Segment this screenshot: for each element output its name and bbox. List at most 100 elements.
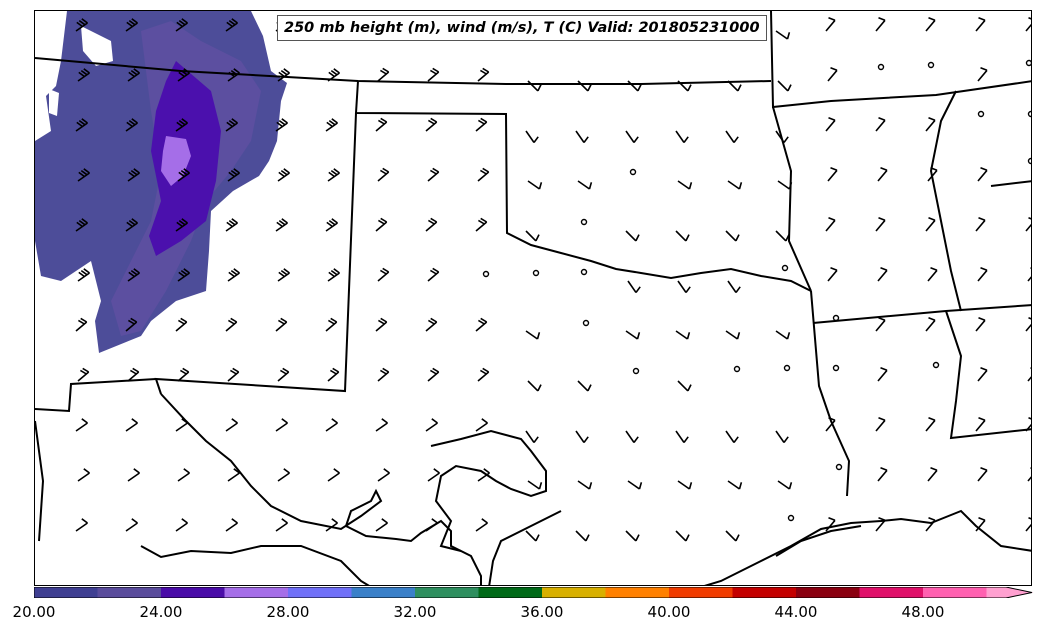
wind-barb bbox=[677, 180, 693, 190]
colorbar-segment bbox=[161, 587, 225, 598]
colorbar-segment bbox=[415, 587, 479, 598]
wind-barb bbox=[225, 518, 238, 532]
colorbar-segment bbox=[859, 587, 924, 598]
colorbar-tick-label: 44.00 bbox=[774, 603, 818, 621]
wind-barb bbox=[227, 168, 240, 182]
wind-barb bbox=[677, 380, 692, 392]
calm-marker bbox=[932, 361, 940, 369]
wind-barb bbox=[725, 430, 739, 443]
wind-barb bbox=[577, 380, 592, 392]
wind-barb bbox=[127, 268, 140, 282]
wind-barb bbox=[327, 168, 340, 182]
wind-barb bbox=[1027, 367, 1031, 382]
wind-barb bbox=[577, 80, 592, 92]
temperature-shading bbox=[35, 11, 287, 353]
wind-barb bbox=[225, 218, 238, 232]
wind-barb bbox=[175, 18, 188, 32]
wind-barb bbox=[225, 418, 238, 432]
wind-barb bbox=[927, 467, 938, 482]
wind-barb bbox=[475, 117, 488, 132]
calm-marker bbox=[781, 264, 789, 272]
wind-barb bbox=[377, 67, 390, 82]
wind-barb bbox=[127, 468, 140, 482]
calm-marker bbox=[632, 367, 640, 375]
colorbar-tick-label: 28.00 bbox=[266, 603, 310, 621]
wind-barb bbox=[427, 267, 440, 282]
wind-barb bbox=[75, 218, 88, 232]
wind-barb bbox=[327, 367, 340, 382]
wind-barb bbox=[777, 480, 793, 490]
wind-barb bbox=[625, 230, 640, 242]
wind-barb bbox=[227, 468, 240, 482]
wind-barb bbox=[975, 217, 986, 232]
wind-barb bbox=[425, 217, 438, 232]
wind-barb bbox=[525, 330, 541, 340]
wind-barb bbox=[825, 117, 836, 132]
wind-barb bbox=[825, 417, 836, 432]
wind-barb bbox=[575, 430, 589, 443]
wind-barb bbox=[927, 167, 938, 182]
wind-barb bbox=[127, 367, 140, 382]
wind-barb bbox=[177, 168, 190, 182]
calm-marker bbox=[580, 218, 588, 226]
wind-barb bbox=[125, 418, 138, 432]
wind-barb bbox=[125, 317, 138, 332]
wind-barb bbox=[325, 118, 338, 132]
wind-barb bbox=[925, 517, 936, 532]
wind-barb bbox=[527, 180, 543, 190]
wind-barb bbox=[675, 230, 690, 242]
wind-barb bbox=[477, 167, 490, 182]
wind-barb bbox=[427, 367, 440, 382]
wind-barb bbox=[227, 367, 240, 382]
colorbar-segment bbox=[351, 587, 416, 598]
wind-barb bbox=[725, 130, 739, 143]
wind-barb bbox=[377, 367, 390, 382]
wind-barb bbox=[427, 468, 440, 482]
colorbar-outline bbox=[34, 587, 1033, 598]
wind-barb bbox=[777, 180, 793, 190]
wind-barb bbox=[927, 267, 938, 282]
wind-barb bbox=[477, 367, 490, 382]
wind-barb bbox=[277, 468, 290, 482]
wind-barb bbox=[877, 467, 888, 482]
wind-barb bbox=[77, 468, 90, 482]
wind-barb bbox=[925, 317, 936, 332]
wind-barb bbox=[325, 418, 338, 432]
wind-barb bbox=[375, 317, 388, 332]
wind-barb bbox=[877, 367, 888, 382]
colorbar-segment bbox=[796, 587, 860, 598]
colorbar-tick-label: 20.00 bbox=[12, 603, 56, 621]
wind-barb bbox=[275, 118, 288, 132]
wind-barb bbox=[525, 230, 540, 242]
wind-barb bbox=[627, 80, 642, 92]
wind-barb bbox=[925, 417, 936, 432]
colorbar-segment bbox=[923, 587, 987, 598]
wind-barb bbox=[277, 268, 290, 282]
wind-barb bbox=[827, 167, 838, 182]
wind-barb bbox=[525, 130, 539, 143]
wind-barb bbox=[925, 117, 936, 132]
wind-barb bbox=[75, 118, 88, 132]
calm-marker bbox=[629, 168, 637, 176]
calm-marker bbox=[787, 514, 795, 522]
calm-marker bbox=[832, 364, 840, 372]
wind-barb bbox=[275, 218, 288, 232]
colorbar-segment bbox=[34, 587, 98, 598]
wind-barb bbox=[575, 530, 590, 542]
colorbar-segment bbox=[669, 587, 733, 598]
wind-barb bbox=[977, 467, 988, 482]
wind-barb bbox=[75, 418, 88, 432]
wind-barb bbox=[425, 317, 438, 332]
wind-barb bbox=[227, 68, 240, 82]
calm-marker bbox=[927, 61, 935, 69]
wind-barb bbox=[877, 267, 888, 282]
wind-barb bbox=[125, 18, 138, 32]
colorbar-tick-label: 32.00 bbox=[393, 603, 437, 621]
calm-marker bbox=[482, 270, 490, 278]
wind-barb bbox=[825, 17, 836, 32]
wind-barb bbox=[875, 217, 886, 232]
wind-barb bbox=[375, 418, 388, 432]
calm-marker bbox=[877, 63, 885, 71]
wind-barb bbox=[325, 317, 338, 332]
colorbar-tick-label: 36.00 bbox=[520, 603, 564, 621]
